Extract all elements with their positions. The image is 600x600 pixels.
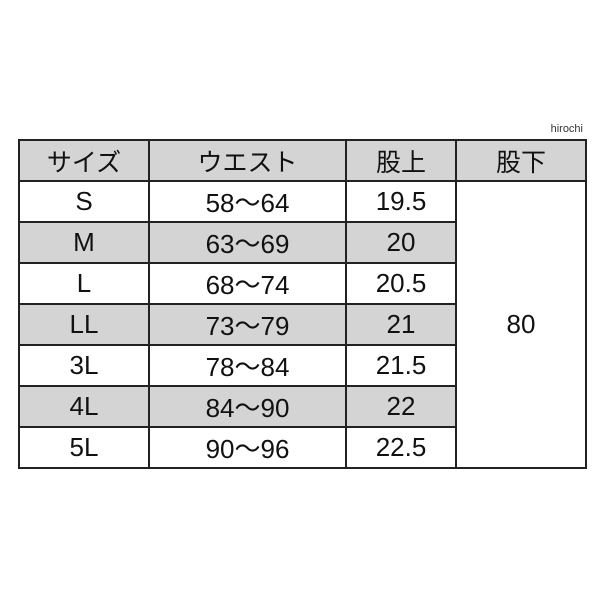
- size-cell: 5L: [18, 426, 150, 469]
- rise-cell: 22.5: [345, 426, 457, 469]
- waist-cell: 90〜96: [148, 426, 347, 469]
- size-cell: L: [18, 262, 150, 305]
- waist-cell: 58〜64: [148, 180, 347, 223]
- size-cell: M: [18, 221, 150, 264]
- rise-cell: 19.5: [345, 180, 457, 223]
- waist-cell: 63〜69: [148, 221, 347, 264]
- size-table: サイズ ウエスト 股上 股下 S 58〜64 19.5 80 M 63〜69 2…: [18, 139, 587, 469]
- header-inseam: 股下: [455, 139, 587, 182]
- table-row: LL 73〜79 21: [18, 303, 586, 346]
- watermark: hirochi: [550, 123, 583, 135]
- header-row: サイズ ウエスト 股上 股下: [18, 139, 587, 182]
- waist-cell: 68〜74: [148, 262, 347, 305]
- table-row: 4L 84〜90 22: [18, 385, 586, 428]
- size-cell: LL: [18, 303, 150, 346]
- size-cell: S: [18, 180, 150, 223]
- rise-cell: 20: [345, 221, 457, 264]
- table-row: L 68〜74 20.5: [18, 262, 586, 305]
- header-waist: ウエスト: [148, 139, 347, 182]
- header-size: サイズ: [18, 139, 150, 182]
- size-cell: 3L: [18, 344, 150, 387]
- size-cell: 4L: [18, 385, 150, 428]
- rise-cell: 22: [345, 385, 457, 428]
- header-rise: 股上: [345, 139, 457, 182]
- table-row: S 58〜64 19.5 80: [18, 180, 587, 469]
- table-row: 5L 90〜96 22.5: [18, 426, 586, 469]
- waist-cell: 78〜84: [148, 344, 347, 387]
- inseam-cell: 80: [455, 180, 587, 469]
- waist-cell: 84〜90: [148, 385, 347, 428]
- rise-cell: 21.5: [345, 344, 457, 387]
- table-row: M 63〜69 20: [18, 221, 586, 264]
- rise-cell: 20.5: [345, 262, 457, 305]
- table-row: 3L 78〜84 21.5: [18, 344, 586, 387]
- rise-cell: 21: [345, 303, 457, 346]
- waist-cell: 73〜79: [148, 303, 347, 346]
